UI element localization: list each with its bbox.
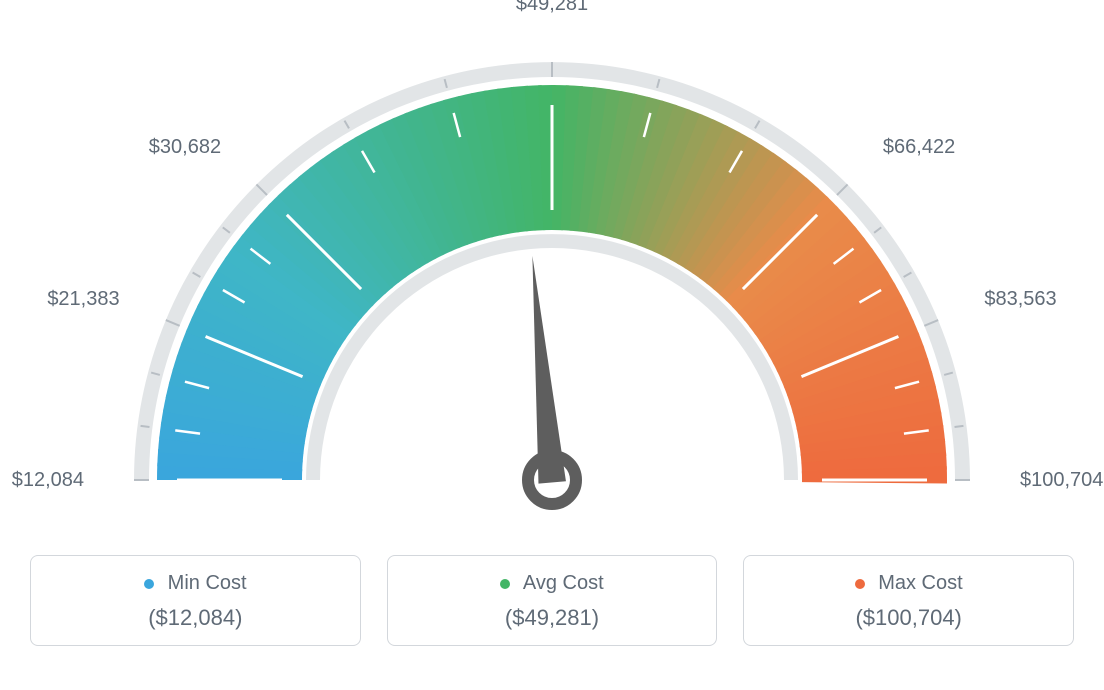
svg-text:$83,563: $83,563 [984,288,1056,310]
max-cost-card: Max Cost ($100,704) [743,555,1074,646]
svg-text:$12,084: $12,084 [12,469,84,491]
avg-cost-label: Avg Cost [523,572,604,594]
avg-cost-title: Avg Cost [388,572,717,595]
avg-cost-dot [500,579,510,589]
max-cost-dot [855,579,865,589]
min-cost-title: Min Cost [31,572,360,595]
svg-text:$30,682: $30,682 [149,136,221,158]
svg-text:$66,422: $66,422 [883,136,955,158]
max-cost-title: Max Cost [744,572,1073,595]
min-cost-label: Min Cost [168,572,247,594]
svg-text:$100,704: $100,704 [1020,469,1103,491]
avg-cost-value: ($49,281) [388,605,717,631]
cost-gauge: $12,084 $21,383 $30,682 $49,281 $66,422 $83,5… [0,0,1104,530]
max-cost-label: Max Cost [878,572,962,594]
legend-cards: Min Cost ($12,084) Avg Cost ($49,281) Ma… [30,555,1074,646]
min-cost-card: Min Cost ($12,084) [30,555,361,646]
avg-cost-card: Avg Cost ($49,281) [387,555,718,646]
min-cost-value: ($12,084) [31,605,360,631]
svg-text:$49,281: $49,281 [516,0,588,15]
svg-text:$21,383: $21,383 [47,288,119,310]
min-cost-dot [144,579,154,589]
max-cost-value: ($100,704) [744,605,1073,631]
